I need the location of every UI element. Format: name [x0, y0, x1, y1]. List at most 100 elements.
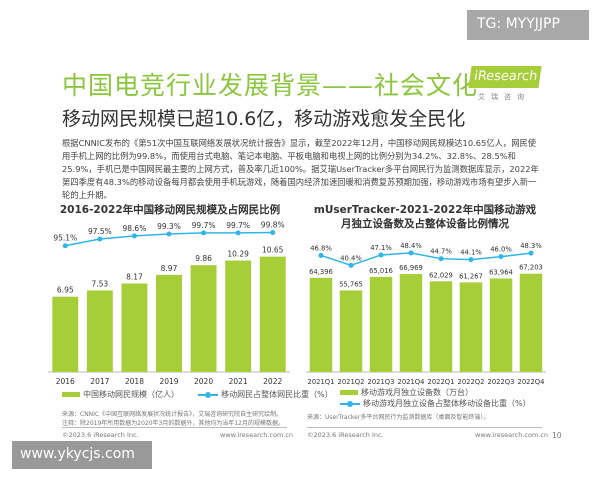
bar [339, 290, 363, 372]
legend-bar-label: 中国移动网民规模（亿人） [83, 390, 179, 399]
x-tick-label: 2021Q2 [338, 378, 365, 386]
source-line: 来源：CNNIC《中国互联网络发展状况统计报告》，艾瑞咨询研究院自主研究绘制。 [62, 411, 283, 418]
line-value-label: 40.4% [340, 254, 362, 262]
note-line: 注释：除2019年所用数据为2020年3月的数据外，其他均为当年12月的规模数据… [62, 420, 284, 427]
website: www.iresearch.com.cn [220, 431, 294, 439]
x-tick-label: 2020 [194, 377, 213, 386]
website: www.iresearch.com.cn [475, 431, 549, 439]
bar [489, 278, 513, 372]
tg-overlay: TG: MYYJJPP [467, 10, 589, 40]
bar [225, 260, 252, 372]
line-value-label: 99.8% [261, 221, 285, 230]
legend-bar-label: 移动游戏月独立设备数（万台） [361, 388, 473, 397]
x-tick-label: 2016 [56, 377, 75, 386]
chart2-title-line2: 月独立设备数及占整体设备比例情况 [341, 218, 509, 230]
legend-line-label: 移动游戏月独立设备占整体移动设备比重（%） [363, 399, 531, 408]
x-tick-label: 2022Q1 [428, 378, 455, 386]
page-title: 中国电竞行业发展背景——社会文化 [62, 71, 479, 100]
bar-value-label: 7.53 [92, 279, 109, 288]
bar-value-label: 67,203 [519, 264, 543, 272]
x-tick-label: 2022Q4 [518, 378, 545, 386]
line-value-label: 97.5% [88, 227, 112, 236]
bar-value-label: 62,029 [429, 271, 453, 279]
page-subtitle: 移动网民规模已超10.6亿，移动游戏愈发全民化 [62, 108, 466, 130]
bar-value-label: 66,969 [399, 264, 423, 272]
line-value-label: 44.7% [430, 248, 452, 256]
bar-value-label: 63,964 [489, 268, 513, 276]
bar-value-label: 55,765 [339, 280, 363, 288]
bar [519, 273, 543, 372]
legend-bar-swatch [62, 392, 80, 397]
line-point [408, 250, 414, 256]
bar [399, 274, 423, 372]
x-tick-label: 2021Q4 [398, 378, 425, 386]
bar [429, 281, 453, 372]
bar [52, 296, 79, 372]
line-point [201, 230, 207, 236]
line-point [131, 233, 137, 239]
body-text: 根据CNNIC发布的《第51次中国互联网络发展状况统计报告》显示，截至2022年… [62, 138, 539, 200]
bar-value-label: 6.95 [57, 286, 74, 295]
bar [369, 276, 393, 372]
line-value-label: 44.1% [460, 249, 482, 257]
line-point [235, 230, 241, 236]
legend-line-swatch [198, 391, 219, 398]
x-tick-label: 2021Q1 [308, 378, 335, 386]
x-tick-label: 2018 [125, 377, 144, 386]
line-point [97, 236, 103, 242]
bar-value-label: 8.17 [126, 272, 143, 281]
bar-value-label: 64,396 [309, 268, 333, 276]
line-point [498, 254, 504, 260]
line-point [528, 250, 534, 256]
chart2-source: 来源：UserTracker多平台网民行为监测数据库（桌面及智能终端）。 [307, 414, 490, 421]
bar-value-label: 61,267 [459, 272, 483, 280]
line-point [318, 252, 324, 258]
bar [86, 290, 113, 372]
x-tick-label: 2019 [159, 377, 178, 386]
x-tick-label: 2017 [90, 377, 109, 386]
chart2-title: mUserTracker-2021-2022年中国移动游戏 月独立设备数及占整体… [305, 203, 545, 231]
bar-value-label: 10.29 [227, 250, 249, 259]
line-series [320, 252, 532, 267]
copyright: ©2023.6 iResearch Inc. [307, 431, 384, 439]
logo-subtitle: 艾瑞咨询 [478, 93, 530, 101]
bar [309, 277, 333, 372]
line-point [166, 231, 172, 237]
bar-value-label: 65,016 [369, 267, 393, 275]
bar-value-label: 9.86 [195, 254, 212, 263]
line-value-label: 48.3% [520, 242, 542, 250]
line-point [468, 257, 474, 263]
chart2-legend: 移动游戏月独立设备数（万台） 移动游戏月独立设备占整体移动设备比重（%） [340, 387, 531, 409]
page-number: 10 [552, 431, 562, 440]
line-value-label: 99.7% [192, 221, 216, 230]
line-value-label: 95.1% [53, 234, 77, 243]
chart1-source: 来源：CNNIC《中国互联网络发展状况统计报告》，艾瑞咨询研究院自主研究绘制。 … [62, 410, 284, 428]
bar [121, 283, 148, 372]
line-value-label: 48.4% [400, 242, 422, 250]
chart2-title-line1: mUserTracker-2021-2022年中国移动游戏 [313, 204, 537, 216]
x-tick-label: 2022 [263, 377, 282, 386]
divider [62, 427, 287, 428]
legend-line-label: 移动网民占整体网民比重（%） [221, 390, 333, 399]
line-value-label: 46.0% [490, 246, 512, 254]
line-point [378, 252, 384, 258]
legend-line-swatch [340, 400, 360, 407]
line-point [438, 256, 444, 262]
watermark: www.ykycjs.com [12, 441, 152, 469]
line-point [348, 262, 354, 268]
line-point [270, 230, 276, 236]
x-tick-label: 2021 [229, 377, 248, 386]
bar-value-label: 8.97 [161, 264, 178, 273]
copyright: ©2023.6 iResearch Inc. [62, 431, 139, 439]
divider [307, 427, 542, 428]
chart1-legend: 中国移动网民规模（亿人） 移动网民占整体网民比重（%） [62, 389, 333, 400]
x-tick-label: 2021Q3 [368, 378, 395, 386]
chart1-title: 2016-2022年中国移动网民规模及占网民比例 [59, 204, 281, 216]
bar [190, 265, 217, 372]
line-value-label: 99.7% [226, 221, 250, 230]
x-tick-label: 2022Q3 [488, 378, 515, 386]
line-value-label: 98.6% [123, 224, 147, 233]
bar-value-label: 10.65 [262, 246, 284, 255]
bar [156, 274, 182, 372]
